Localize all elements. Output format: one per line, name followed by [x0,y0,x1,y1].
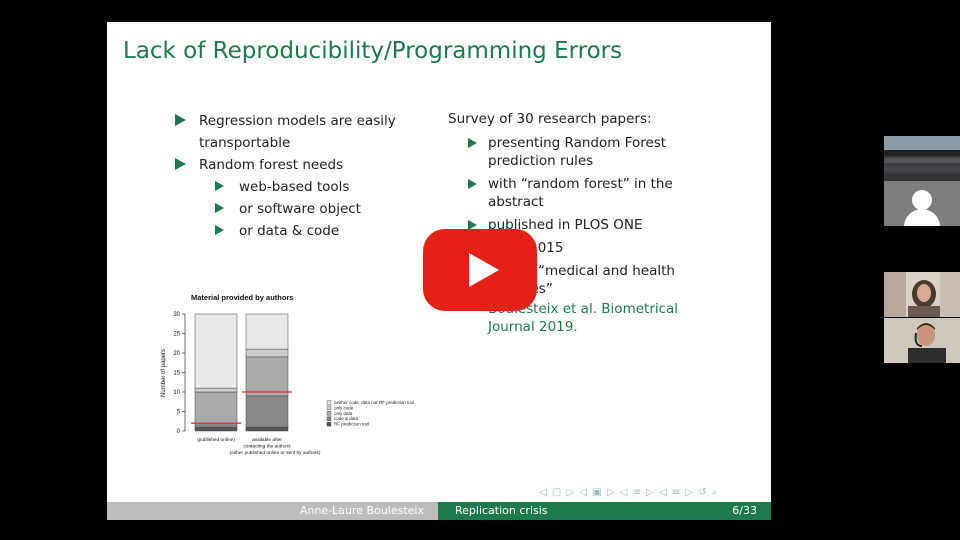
woman-video-image [884,272,960,317]
bullet-text: or data & code [239,223,340,239]
bullet-text: published in PLOS ONE [488,217,643,233]
footer-section-title: Replication crisis [455,504,548,517]
beamer-navigation-icons[interactable]: ◁ □ ▷ ◁ ▣ ▷ ◁ ≡ ▷ ◁ ≡ ▷ ↺ ⌕ [539,487,719,498]
participant-video-lecture-hall[interactable] [884,136,960,181]
sub-bullet-item: or data & code [175,220,435,242]
slide-title: Lack of Reproducibility/Programming Erro… [123,38,623,64]
legend-label: RF prediction tool [334,422,369,427]
bullet-triangle-icon [468,179,477,189]
bar-segment [194,387,238,393]
bar-segment [194,426,238,432]
legend-swatch [326,411,332,416]
bullet-triangle-icon [215,203,224,213]
bullet-text: Random forest needs [199,157,344,173]
bullet-triangle-icon [175,114,186,126]
bullet-text: web-based tools [239,179,350,195]
legend-swatch [326,421,332,427]
survey-bullet-item: published in PLOS ONE [448,216,748,234]
survey-bullet-item: presenting Random Forest prediction rules [448,134,748,170]
reference-citation: Boulesteix et al. Biometrical Journal 20… [488,300,708,336]
participant-video-off[interactable] [884,181,960,226]
bullet-text: Regression models are easily [199,113,396,129]
bullet-triangle-icon [215,181,224,191]
legend-label: only code [334,405,354,410]
bullet-text: transportable [199,135,291,151]
legend-label: neither code, data nor RF prediction too… [334,400,414,405]
bullet-triangle-icon [215,225,224,235]
y-axis-label: Number of papers [161,349,167,397]
footer-author: Anne-Laure Boulesteix [107,502,438,520]
reference-line: Journal 2019. [488,319,578,335]
y-tick-label: 30 [173,312,180,318]
survey-heading: Survey of 30 research papers: [448,111,652,127]
bullet-triangle-icon [468,138,477,148]
bar-segment [245,356,289,397]
x-category-label: contacting the authors [243,444,291,450]
legend-swatch [326,400,332,405]
y-tick-label: 5 [177,410,181,416]
youtube-play-button[interactable] [423,229,537,311]
bullet-text: abstract [488,194,544,210]
bullet-text: presenting Random Forest [488,135,667,151]
participant-video-man[interactable] [884,318,960,363]
bar-segment [245,395,289,428]
bullet-item: Regression models are easily [175,110,435,132]
legend-label: only data [334,411,353,416]
participant-video-woman[interactable] [884,272,960,317]
bullet-text: with “random forest” in the [488,176,673,192]
legend-swatch [326,405,332,411]
presentation-slide: Lack of Reproducibility/Programming Erro… [107,22,771,520]
bar-segment [245,313,289,350]
survey-bullet-item: with “random forest” in the abstract [448,175,748,211]
user-avatar-icon [912,190,932,210]
reference-line: Boulesteix et al. Biometrical [488,301,679,317]
sub-bullet-item: web-based tools [175,176,435,198]
legend-swatch [326,416,332,421]
x-category-label: available after [252,437,282,443]
x-category-label: (published online) [197,437,235,443]
footer-section-bar: Replication crisis 6/33 [438,502,771,520]
bullet-triangle-icon [175,158,186,170]
bullet-text: prediction rules [488,153,594,169]
lecture-hall-image [884,136,960,181]
bullet-item: Random forest needs [175,154,435,176]
y-tick-label: 10 [173,390,180,396]
play-icon [469,253,499,287]
chart-title: Material provided by authors [191,293,294,302]
bullet-item-continuation: transportable [175,132,435,154]
y-tick-label: 0 [177,429,181,435]
bar-segment [194,391,238,424]
bar-segment [245,348,289,358]
bar-segment [245,426,289,432]
y-tick-label: 20 [173,351,180,357]
man-video-image [884,318,960,363]
bar-segment [194,313,238,389]
legend-label: code & data [334,416,359,421]
footer-page-number: 6/33 [732,504,757,517]
bullet-text: or software object [239,201,361,217]
sub-bullet-item: or software object [175,198,435,220]
slide-footer: Anne-Laure Boulesteix Replication crisis… [107,502,771,520]
bullet-triangle-icon [468,220,477,230]
left-bullet-list: Regression models are easily transportab… [175,110,435,242]
y-tick-label: 25 [173,332,180,338]
user-avatar-body [904,209,940,226]
stacked-bar-chart: Material provided by authors Number of pa… [161,293,414,456]
x-category-label: (either published online or sent by auth… [230,450,321,456]
y-tick-label: 15 [173,371,180,377]
